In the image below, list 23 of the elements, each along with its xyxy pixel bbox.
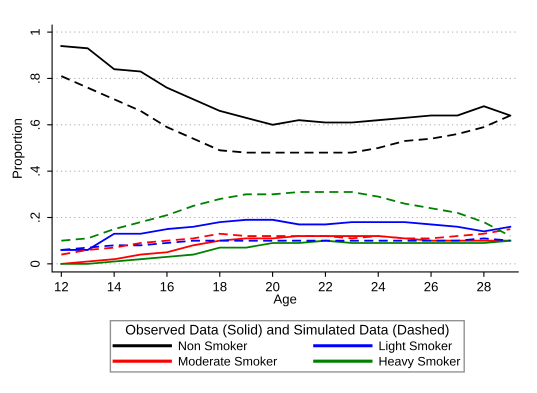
legend-label: Light Smoker [380, 341, 452, 353]
x-tick-label: 26 [424, 282, 438, 292]
y-axis-title: Proportion [12, 118, 25, 178]
legend-label: Moderate Smoker [178, 356, 278, 366]
x-tick-label: 22 [318, 282, 332, 292]
y-tick-label: 0 [30, 260, 40, 267]
y-tick-label: .4 [30, 166, 40, 176]
x-axis-title: Age [273, 294, 296, 306]
line-series [60, 191, 512, 242]
x-tick-label: 18 [213, 282, 227, 292]
legend-label: Non Smoker [178, 341, 248, 350]
legend-label: Heavy Smoker [380, 356, 460, 368]
y-tick-label: 1 [30, 29, 40, 35]
x-tick-label: 16 [160, 282, 174, 292]
x-tick-label: 14 [108, 282, 122, 292]
x-tick-label: 12 [55, 282, 68, 292]
y-tick-label: .2 [30, 212, 40, 222]
x-tick-label: 28 [477, 282, 491, 292]
x-tick-label: 24 [372, 282, 386, 292]
legend-title: Observed Data (Solid) and Simulated Data (Dashed) [126, 324, 449, 338]
y-tick-label: .8 [30, 74, 40, 83]
y-tick-label: .6 [30, 120, 40, 130]
x-tick-label: 20 [266, 282, 280, 292]
